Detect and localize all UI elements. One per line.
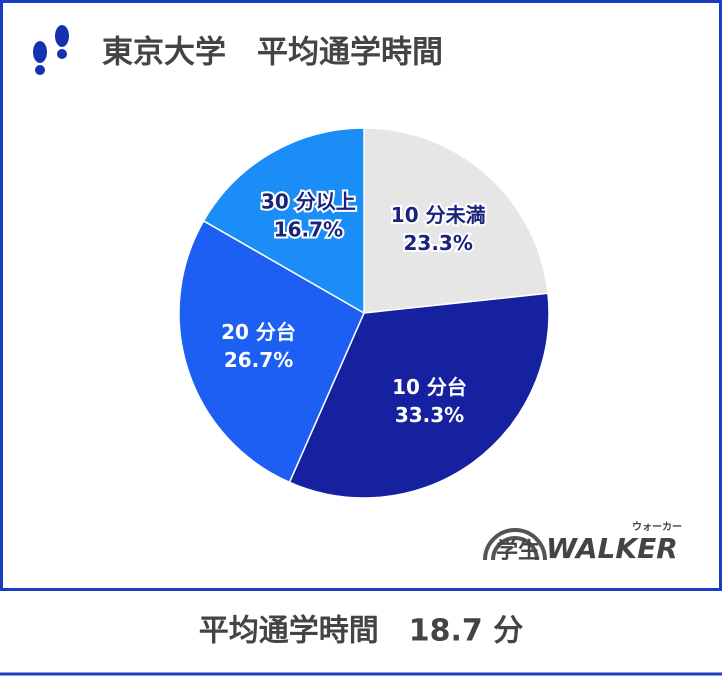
value-label: 26.7% bbox=[224, 348, 293, 372]
slice-label: 30 分以上 bbox=[261, 189, 356, 213]
value-label: 33.3% bbox=[395, 403, 464, 427]
value-label: 16.7% bbox=[274, 217, 343, 241]
logo-text: WALKER bbox=[546, 532, 678, 565]
pie-slice bbox=[363, 127, 549, 314]
value-label: 23.3% bbox=[403, 231, 472, 255]
footer-text: 平均通学時間 18.7 分 bbox=[199, 614, 523, 649]
logo-reading: ウォーカー bbox=[632, 521, 682, 533]
pie-slice bbox=[178, 219, 365, 484]
slice-label: 10 分台 bbox=[392, 375, 467, 399]
footprint-icon bbox=[33, 25, 69, 75]
logo-text: 学生 bbox=[496, 538, 540, 564]
chart-title: 東京大学 平均通学時間 bbox=[102, 35, 443, 71]
pie-slice bbox=[288, 292, 550, 499]
slice-label: 10 分未満 bbox=[391, 203, 486, 227]
logo: 学生 WALKER ウォーカー bbox=[483, 521, 682, 565]
pie: 10 分未満 23.3% 10 分台 33.3% 20 分台 26.7% 30 分以上 16.… bbox=[178, 127, 550, 499]
slice-label: 20 分台 bbox=[221, 320, 296, 344]
pie-slice bbox=[202, 127, 365, 315]
